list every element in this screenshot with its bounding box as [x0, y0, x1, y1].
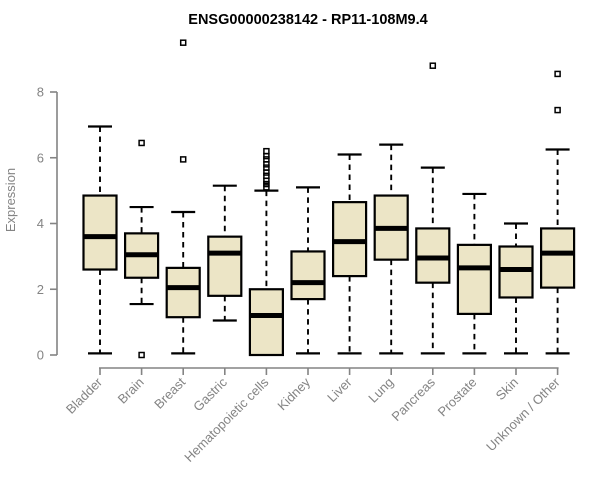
y-axis-title: Expression [3, 168, 18, 232]
outlier-point [554, 106, 561, 114]
y-axis: 0 2 4 6 8 [37, 85, 58, 363]
outlier-point [263, 172, 270, 180]
x-tick-label-lung: Lung [365, 375, 396, 406]
outlier-point [263, 156, 270, 163]
outlier-point [263, 164, 270, 171]
box-unknown-other [539, 70, 576, 355]
y-tick-label-8: 8 [37, 85, 44, 100]
box-kidney [290, 186, 326, 355]
x-tick-label-pancreas: Pancreas [388, 374, 438, 424]
iqr-box [82, 194, 118, 271]
box-bladder [82, 125, 118, 355]
box-skin [498, 222, 534, 355]
x-tick-label-prostate: Prostate [435, 375, 480, 420]
x-tick-label-unknown-other: Unknown / Other [483, 374, 563, 454]
y-tick-label-0: 0 [37, 348, 44, 363]
box-series [82, 39, 576, 359]
box-gastric [207, 184, 243, 322]
outlier-point [263, 180, 270, 188]
x-tick-label-kidney: Kidney [274, 374, 313, 413]
y-tick-label-2: 2 [37, 282, 44, 297]
x-tick-label-liver: Liver [324, 374, 355, 405]
outlier-point [554, 70, 561, 78]
box-pancreas [415, 62, 451, 355]
outlier-point [179, 39, 187, 46]
box-breast [165, 39, 201, 355]
outlier-point [263, 184, 270, 191]
chart-title: ENSG00000238142 - RP11-108M9.4 [188, 12, 427, 28]
x-tick-label-bladder: Bladder [63, 374, 106, 417]
x-tick-label-breast: Breast [151, 374, 188, 411]
y-tick-label-6: 6 [37, 150, 44, 165]
iqr-box [165, 266, 201, 319]
outlier-point [263, 147, 270, 155]
y-tick-label-4: 4 [37, 216, 44, 231]
box-lung [373, 143, 409, 355]
iqr-box [207, 235, 243, 297]
box-brain [123, 139, 160, 359]
box-hematopoietic-cells [248, 147, 284, 357]
x-tick-label-skin: Skin [493, 375, 521, 403]
iqr-box [248, 288, 284, 357]
iqr-box [456, 243, 492, 316]
outlier-point [138, 139, 145, 147]
outlier-point [429, 62, 437, 69]
outlier-point [179, 156, 187, 163]
outlier-point [138, 351, 145, 359]
x-tick-label-gastric: Gastric [190, 374, 230, 414]
iqr-box [539, 227, 576, 289]
iqr-box [290, 250, 326, 301]
x-tick-label-brain: Brain [115, 375, 147, 407]
box-prostate [456, 192, 492, 355]
box-liver [332, 153, 368, 355]
